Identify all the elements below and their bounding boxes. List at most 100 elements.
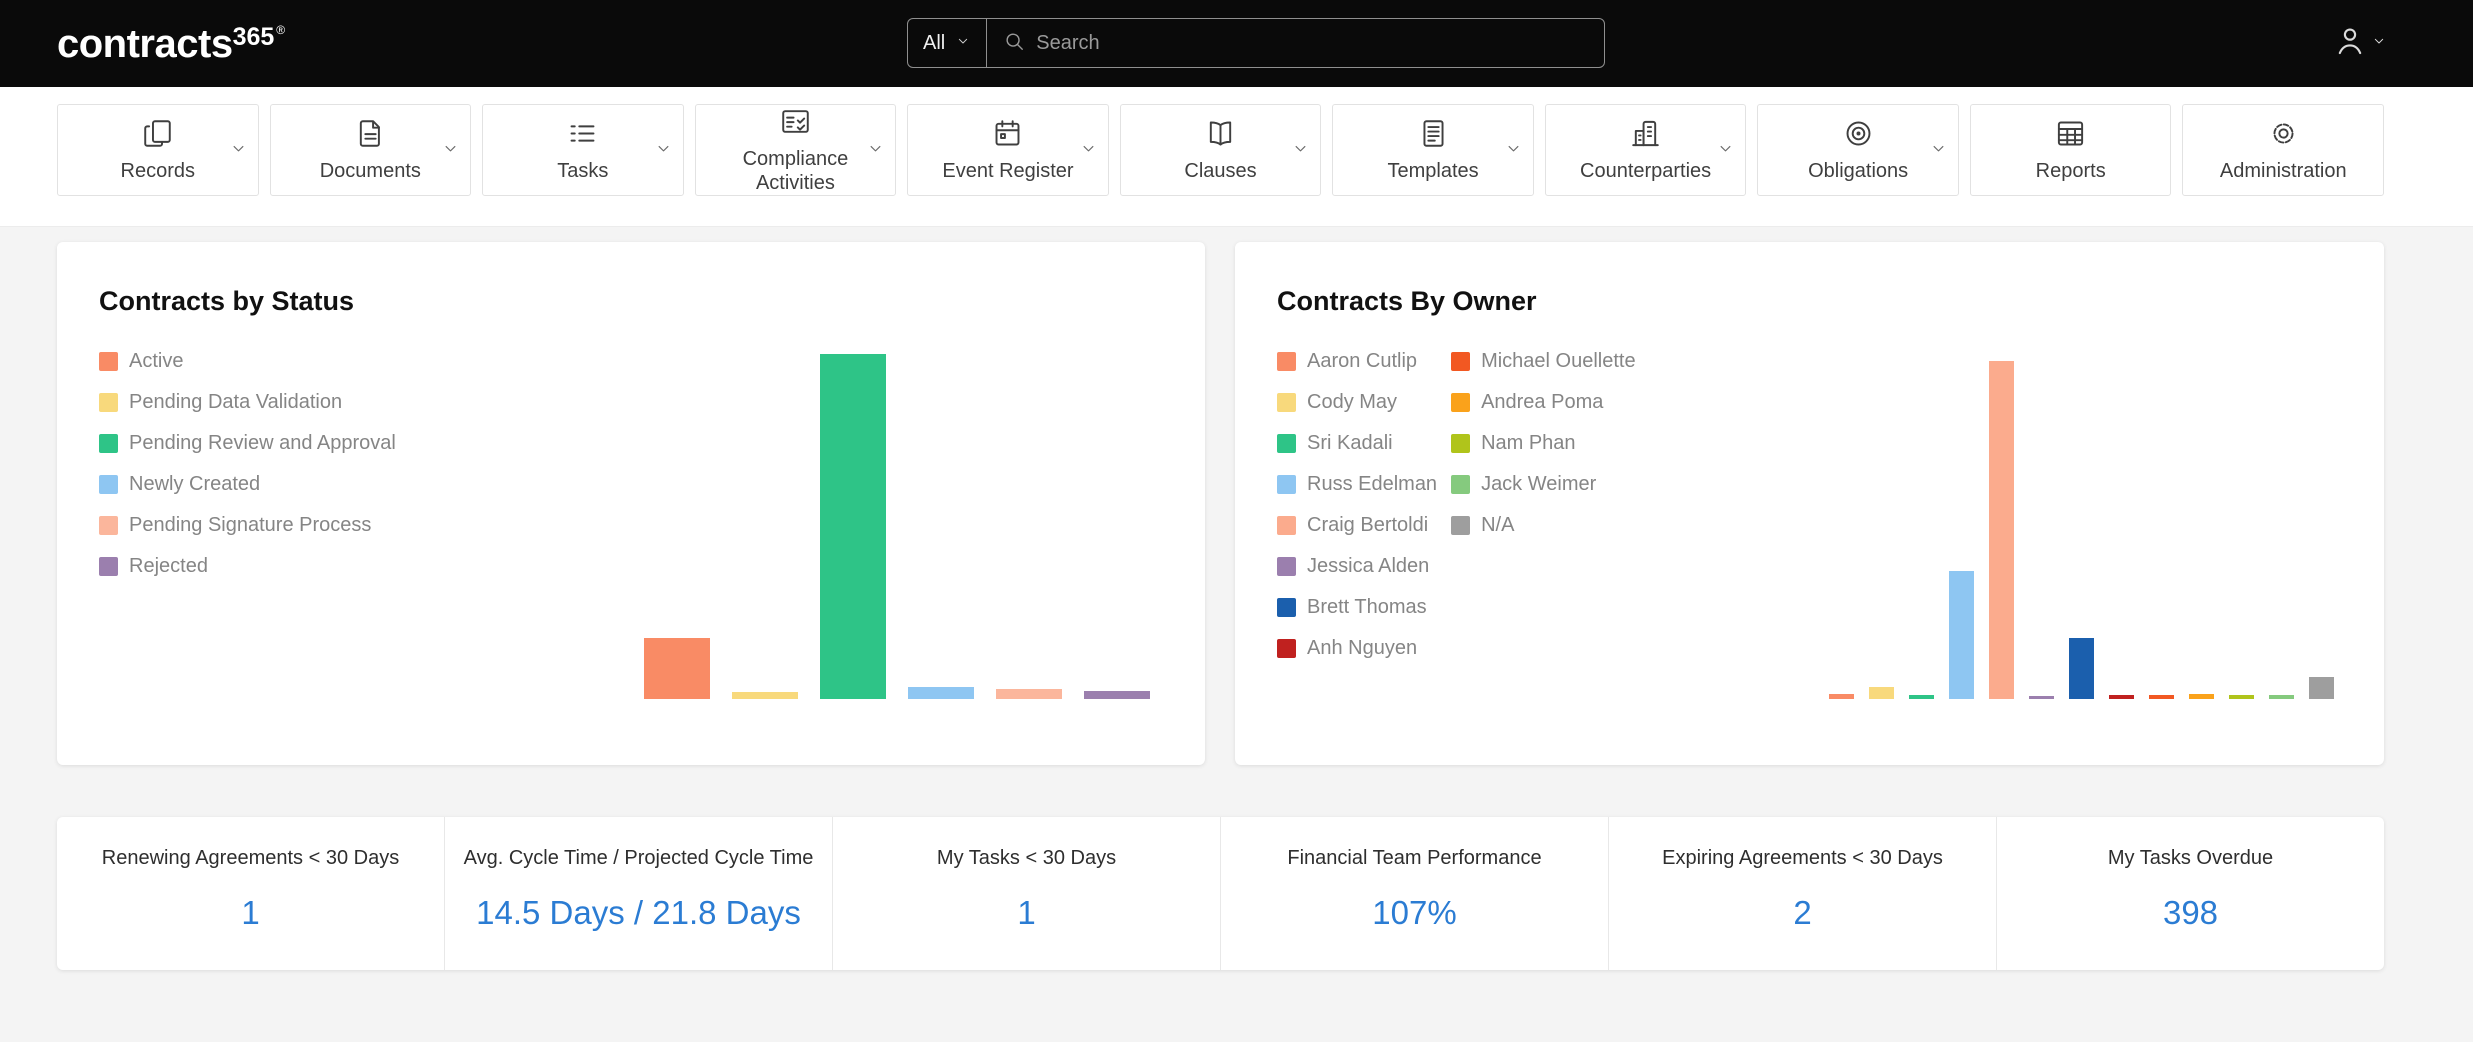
logo-sup: 365 bbox=[232, 22, 275, 51]
bar-chart bbox=[396, 351, 1163, 699]
legend-item[interactable]: Pending Signature Process bbox=[99, 514, 396, 536]
legend-swatch bbox=[1277, 597, 1296, 617]
legend-label: Newly Created bbox=[129, 472, 261, 495]
chevron-down-icon bbox=[1079, 139, 1098, 161]
nav-item-label: Templates bbox=[1387, 159, 1479, 182]
legend-item[interactable]: Jessica Alden bbox=[1277, 555, 1437, 577]
chart-bar[interactable] bbox=[2309, 677, 2334, 699]
legend-label: Brett Thomas bbox=[1307, 595, 1427, 618]
kpi-label: My Tasks < 30 Days bbox=[936, 847, 1117, 869]
chart-bar[interactable] bbox=[732, 692, 798, 699]
nav-item-label: Documents bbox=[319, 159, 421, 182]
nav-item-obligations[interactable]: Obligations bbox=[1757, 104, 1959, 196]
legend-item[interactable]: Jack Weimer bbox=[1451, 472, 1636, 495]
chart-bar[interactable] bbox=[1829, 694, 1854, 699]
chart-bar[interactable] bbox=[2189, 694, 2214, 699]
chevron-down-icon bbox=[1716, 139, 1735, 161]
kpi-card: Renewing Agreements < 30 Days 1 Avg. Cycle… bbox=[57, 817, 2384, 970]
chart-bar[interactable] bbox=[1949, 571, 1974, 699]
chevron-down-icon bbox=[229, 139, 248, 161]
nav-item-counterparties[interactable]: Counterparties bbox=[1544, 104, 1747, 196]
legend-item[interactable]: Andrea Poma bbox=[1451, 391, 1636, 413]
chart-bar[interactable] bbox=[2149, 695, 2174, 699]
chart-bar[interactable] bbox=[908, 687, 974, 699]
legend-label: Active bbox=[129, 349, 184, 372]
legend-item[interactable]: Rejected bbox=[99, 555, 396, 577]
nav-item-templates[interactable]: Templates bbox=[1332, 104, 1534, 196]
legend-item[interactable]: Cody May bbox=[1277, 390, 1437, 413]
legend-label: Jack Weimer bbox=[1481, 472, 1597, 495]
nav-item-administration[interactable]: Administration bbox=[2182, 104, 2385, 196]
legend-item[interactable]: Brett Thomas bbox=[1277, 595, 1437, 618]
administration-icon bbox=[2268, 118, 2299, 152]
legend-item[interactable]: Aaron Cutlip bbox=[1277, 350, 1437, 372]
legend-item[interactable]: Active bbox=[99, 349, 396, 372]
legend-swatch bbox=[99, 433, 118, 453]
nav-item-documents[interactable]: Documents bbox=[269, 104, 472, 196]
chart-bar[interactable] bbox=[1909, 695, 1934, 699]
chart-bar[interactable] bbox=[1989, 361, 2014, 699]
chart-bar[interactable] bbox=[2029, 696, 2054, 699]
legend-label: Anh Nguyen bbox=[1307, 636, 1418, 659]
search-icon bbox=[1003, 30, 1025, 57]
nav-item-tasks[interactable]: Tasks bbox=[482, 104, 684, 196]
legend-swatch bbox=[99, 351, 118, 371]
chart-bar[interactable] bbox=[2229, 695, 2254, 699]
legend-item[interactable]: Craig Bertoldi bbox=[1277, 514, 1437, 536]
legend-item[interactable]: Pending Review and Approval bbox=[99, 432, 396, 454]
chevron-down-icon bbox=[955, 32, 971, 55]
legend-label: Cody May bbox=[1307, 390, 1398, 413]
tasks-icon bbox=[567, 118, 598, 152]
nav-item-clauses[interactable]: Clauses bbox=[1119, 104, 1322, 196]
chart-legend: Aaron Cutlip Cody May Sri Kadali Russ Edelm… bbox=[1277, 350, 1636, 699]
chart-bar[interactable] bbox=[2109, 695, 2134, 699]
kpi-tile[interactable]: Expiring Agreements < 30 Days 2 bbox=[1609, 817, 1997, 970]
records-icon bbox=[142, 118, 173, 152]
legend-label: N/A bbox=[1481, 513, 1515, 536]
chart-bar[interactable] bbox=[644, 638, 710, 699]
legend-item[interactable]: Pending Data Validation bbox=[99, 390, 396, 413]
kpi-tile[interactable]: Financial Team Performance 107% bbox=[1221, 817, 1609, 970]
counterparties-icon bbox=[1630, 118, 1661, 152]
search-input[interactable] bbox=[1036, 31, 1588, 55]
legend-item[interactable]: Michael Ouellette bbox=[1451, 350, 1636, 372]
kpi-tile[interactable]: My Tasks < 30 Days 1 bbox=[833, 817, 1221, 970]
user-menu[interactable] bbox=[2333, 24, 2387, 63]
legend-item[interactable]: Anh Nguyen bbox=[1277, 636, 1437, 659]
legend-item[interactable]: Sri Kadali bbox=[1277, 432, 1437, 454]
legend-item[interactable]: Russ Edelman bbox=[1277, 473, 1437, 495]
legend-item[interactable]: N/A bbox=[1451, 513, 1636, 536]
kpi-tile[interactable]: Avg. Cycle Time / Projected Cycle Time 14… bbox=[445, 817, 833, 970]
kpi-tile[interactable]: My Tasks Overdue 398 bbox=[1997, 817, 2384, 970]
chart-bar[interactable] bbox=[996, 689, 1062, 699]
nav-item-event-register[interactable]: Event Register bbox=[907, 104, 1109, 196]
legend-swatch bbox=[1277, 474, 1296, 494]
kpi-value: 2 bbox=[1793, 894, 1812, 931]
nav-item-reports[interactable]: Reports bbox=[1969, 104, 2172, 196]
chevron-down-icon bbox=[441, 139, 460, 161]
chart-bar[interactable] bbox=[2069, 638, 2094, 699]
kpi-label: Avg. Cycle Time / Projected Cycle Time bbox=[463, 847, 814, 869]
chart-legend: Active Pending Data Validation Pending Rev… bbox=[99, 349, 396, 699]
chart-bar[interactable] bbox=[820, 354, 886, 699]
chart-bar[interactable] bbox=[2269, 695, 2294, 699]
kpi-tile[interactable]: Renewing Agreements < 30 Days 1 bbox=[57, 817, 445, 970]
event-register-icon bbox=[992, 118, 1023, 152]
legend-swatch bbox=[1277, 515, 1296, 535]
search-scope-dropdown[interactable]: All bbox=[908, 19, 988, 67]
chart-bar[interactable] bbox=[1869, 687, 1894, 699]
chart-bar[interactable] bbox=[1084, 691, 1150, 699]
top-bar: contracts 365 ® All bbox=[0, 0, 2473, 87]
nav-item-records[interactable]: Records bbox=[57, 104, 259, 196]
legend-item[interactable]: Nam Phan bbox=[1451, 431, 1636, 454]
kpi-value: 1 bbox=[1017, 894, 1036, 931]
app-logo[interactable]: contracts 365 ® bbox=[57, 24, 285, 64]
nav-item-compliance-activities[interactable]: Compliance Activities bbox=[694, 104, 897, 196]
contracts-by-owner-card: Contracts By Owner Aaron Cutlip Cody May S… bbox=[1235, 242, 2384, 765]
legend-item[interactable]: Newly Created bbox=[99, 472, 396, 495]
primary-navigation: Records Documents Tasks Compliance Activiti… bbox=[0, 87, 2473, 227]
legend-label: Pending Data Validation bbox=[129, 390, 343, 413]
legend-swatch bbox=[99, 515, 118, 535]
compliance-icon bbox=[780, 106, 811, 140]
legend-label: Nam Phan bbox=[1481, 431, 1576, 454]
